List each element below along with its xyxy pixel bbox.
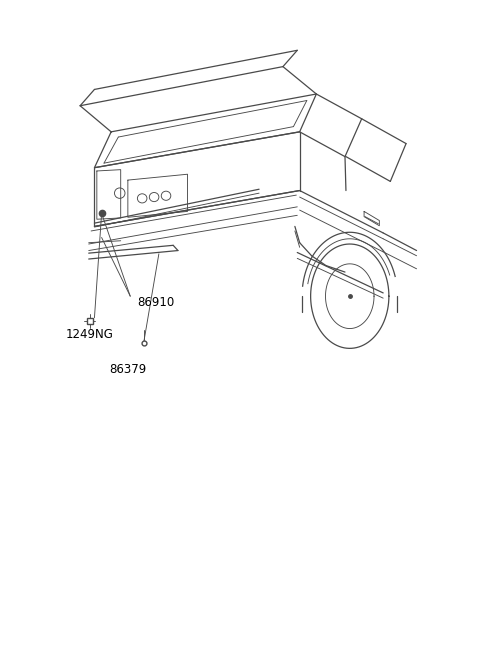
Text: 1249NG: 1249NG	[66, 328, 114, 341]
Text: 86379: 86379	[109, 364, 146, 377]
Text: 86910: 86910	[137, 296, 175, 309]
